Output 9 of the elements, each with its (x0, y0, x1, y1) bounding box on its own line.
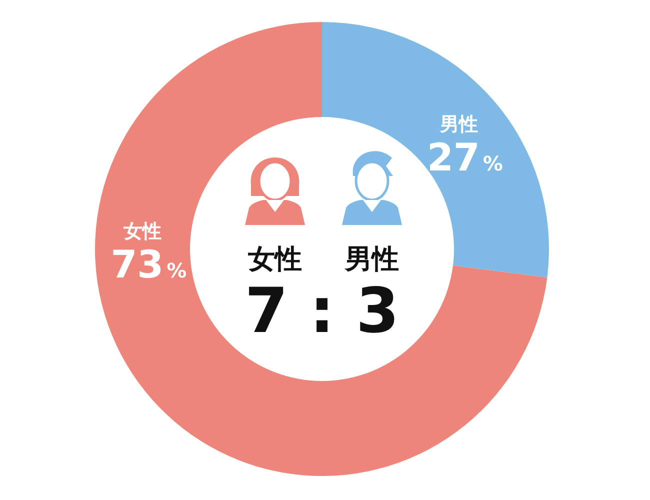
donut-slice (322, 22, 549, 278)
slice-label: 女性 (122, 220, 162, 243)
data-label: 27% (426, 136, 503, 180)
text: 女性 (247, 244, 302, 275)
donut-slice (95, 22, 548, 476)
text: 7 : 3 (244, 274, 400, 347)
text: 男性 (344, 244, 399, 275)
data-label: 73% (110, 242, 187, 287)
slice-label: 男性 (438, 114, 478, 136)
